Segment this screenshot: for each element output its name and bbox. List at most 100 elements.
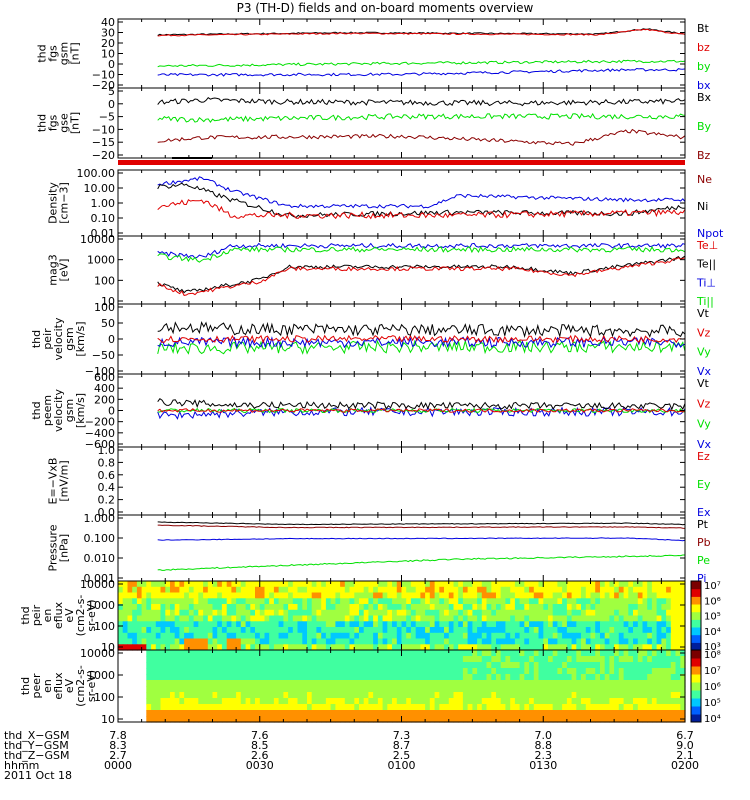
spectrogram-cell (533, 627, 540, 634)
spectrogram-cell (392, 627, 398, 634)
spectrogram-cell (236, 581, 242, 588)
colorbar-segment (691, 604, 701, 613)
spectrogram-cell (340, 692, 346, 699)
spectrogram-cell (434, 632, 440, 640)
spectrogram-cell (368, 621, 374, 628)
spectrogram-cell (373, 698, 379, 705)
spectrogram-cell (207, 662, 214, 669)
spectrogram-cell (354, 692, 360, 699)
spectrogram-cell (245, 668, 251, 675)
spectrogram-cell (444, 716, 450, 723)
spectrogram-cell (434, 581, 440, 588)
spectrogram-cell (533, 716, 540, 723)
spectrogram-cell (434, 716, 440, 723)
spectrogram-cell (448, 686, 455, 693)
spectrogram-cell (212, 710, 218, 717)
spectrogram-cell (425, 581, 431, 588)
spectrogram-cell (656, 615, 662, 622)
spectrogram-cell (174, 644, 180, 651)
spectrogram-cell (184, 716, 190, 723)
spectrogram-cell (259, 644, 266, 651)
y-axis-label: [cm−3] (58, 182, 71, 224)
spectrogram-cell (359, 698, 365, 705)
spectrogram-cell (496, 686, 502, 693)
spectrogram-cell (368, 581, 374, 588)
spectrogram-cell (122, 627, 128, 634)
vz-peir-trace (157, 334, 686, 344)
spectrogram-cell (307, 586, 313, 594)
spectrogram-cell (193, 627, 199, 634)
spectrogram-cell (491, 627, 497, 634)
spectrogram-cell (151, 627, 157, 634)
spectrogram-cell (548, 650, 554, 657)
spectrogram-cell (510, 586, 516, 594)
spectrogram-cell (165, 627, 171, 634)
spectrogram-cell (382, 592, 388, 599)
spectrogram-cell (264, 656, 270, 663)
spectrogram-cell (170, 604, 176, 611)
spectrogram-cell (477, 604, 483, 611)
spectrogram-cell (425, 632, 431, 640)
spectrogram-cell (184, 680, 190, 687)
spectrogram-cell (212, 674, 218, 681)
spectrogram-cell (429, 644, 436, 651)
spectrogram-cell (439, 698, 445, 705)
spectrogram-cell (146, 644, 152, 651)
spectrogram-cell (245, 609, 251, 617)
spectrogram-cell (344, 604, 351, 611)
spectrogram-cell (576, 680, 582, 687)
spectrogram-cell (496, 668, 502, 675)
spectrogram-cell (637, 674, 644, 681)
spectrogram-cell (529, 598, 535, 605)
spectrogram-cell (363, 598, 369, 605)
spectrogram-cell (656, 621, 662, 628)
spectrogram-cell (122, 598, 128, 605)
spectrogram-cell (477, 716, 483, 723)
spectrogram-cell (226, 656, 232, 663)
spectrogram-cell (179, 710, 185, 717)
spectrogram-cell (637, 668, 644, 675)
colorbar-tick-label: 10⁴ (704, 714, 721, 725)
legend-label: Bt (697, 22, 710, 35)
spectrogram-cell (661, 586, 667, 594)
spectrogram-cell (604, 674, 610, 681)
spectrogram-cell (425, 638, 431, 645)
spectrogram-cell (410, 621, 417, 628)
spectrogram-cell (118, 598, 124, 605)
spectrogram-cell (595, 656, 601, 663)
colorbar-segment (691, 627, 701, 636)
spectrogram-cell (297, 710, 303, 717)
spectrogram-cell (552, 698, 558, 705)
spectrogram-cell (392, 592, 398, 599)
spectrogram-cell (396, 698, 403, 705)
spectrogram-cell (453, 615, 459, 622)
spectrogram-cell (496, 604, 502, 611)
y-tick-label: −200 (85, 416, 115, 429)
spectrogram-cell (363, 644, 369, 651)
spectrogram-cell (212, 704, 218, 711)
spectrogram-cell (363, 621, 369, 628)
spectrogram-cell (477, 638, 483, 645)
spectrogram-cell (590, 668, 596, 675)
spectrogram-cell (392, 644, 398, 651)
spectrogram-cell (382, 674, 388, 681)
spectrogram-cell (193, 686, 199, 693)
spectrogram-cell (325, 710, 332, 717)
spectrogram-cell (212, 632, 218, 640)
spectrogram-cell (325, 680, 332, 687)
spectrogram-cell (136, 581, 143, 588)
spectrogram-cell (349, 586, 355, 594)
spectrogram-cell (368, 710, 374, 717)
spectrogram-cell (670, 698, 677, 705)
spectrogram-cell (576, 686, 582, 693)
spectrogram-cell (387, 692, 393, 699)
spectrogram-cell (566, 668, 573, 675)
spectrogram-cell (500, 668, 506, 675)
spectrogram-cell (264, 686, 270, 693)
spectrogram-cell (288, 598, 294, 605)
spectrogram-cell (132, 644, 138, 651)
spectrogram-cell (250, 656, 256, 663)
spectrogram-cell (146, 662, 152, 669)
spectrogram-cell (458, 632, 464, 640)
spectrogram-cell (236, 644, 242, 651)
